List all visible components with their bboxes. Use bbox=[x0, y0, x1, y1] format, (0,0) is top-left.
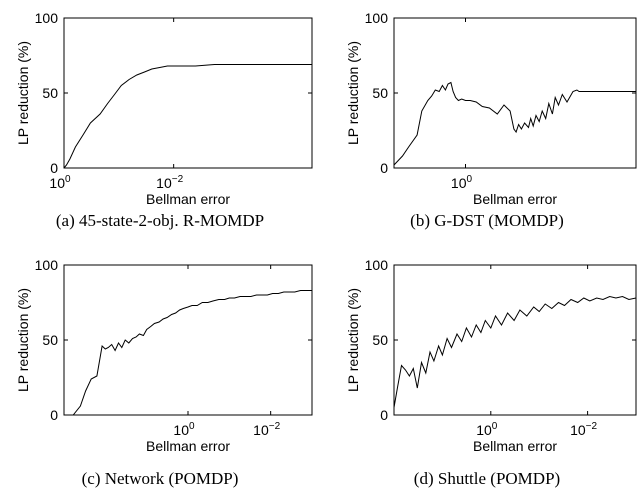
series-line-1 bbox=[393, 81, 636, 166]
y-tick-label: 100 bbox=[365, 10, 389, 26]
y-tick-label: 0 bbox=[50, 407, 58, 423]
x-tick-label: 100 bbox=[173, 421, 195, 438]
y-axis-label: LP reduction (%) bbox=[345, 288, 361, 392]
x-tick-label: 100 bbox=[49, 174, 71, 191]
y-tick-label: 50 bbox=[42, 332, 58, 348]
series-line-1 bbox=[64, 290, 312, 416]
plot-frame bbox=[63, 264, 313, 416]
x-tick-label: 10−2 bbox=[570, 421, 597, 438]
y-tick-label: 100 bbox=[35, 257, 59, 273]
panel-caption: (b) G-DST (MOMDP) bbox=[410, 211, 564, 230]
y-tick-label: 0 bbox=[380, 160, 388, 176]
y-tick-label: 100 bbox=[365, 257, 389, 273]
y-tick-label: 0 bbox=[50, 160, 58, 176]
y-axis-label: LP reduction (%) bbox=[15, 288, 31, 392]
y-tick-label: 50 bbox=[372, 332, 388, 348]
y-tick-label: 100 bbox=[35, 10, 59, 26]
y-tick-label: 50 bbox=[42, 85, 58, 101]
plot-frame bbox=[393, 264, 637, 416]
x-axis-label: Bellman error bbox=[473, 191, 557, 207]
series-line-1 bbox=[63, 64, 312, 169]
panel-caption: (c) Network (POMDP) bbox=[82, 469, 239, 488]
y-axis-label: LP reduction (%) bbox=[15, 41, 31, 145]
x-axis-label: Bellman error bbox=[146, 438, 230, 454]
x-axis-label: Bellman error bbox=[146, 191, 230, 207]
x-tick-label: 100 bbox=[476, 421, 498, 438]
series-line-1 bbox=[393, 295, 637, 408]
y-tick-label: 0 bbox=[380, 407, 388, 423]
panel-caption: (d) Shuttle (POMDP) bbox=[414, 469, 560, 488]
x-tick-label: 10−2 bbox=[156, 174, 183, 191]
plot-frame bbox=[393, 17, 637, 169]
y-axis-label: LP reduction (%) bbox=[345, 41, 361, 145]
chart-panel-3: 0 50 100 100 10−2 Bellman error LP reduction (… bbox=[15, 257, 313, 488]
y-tick-label: 50 bbox=[372, 85, 388, 101]
plot-frame bbox=[63, 17, 313, 169]
panel-caption: (a) 45-state-2-obj. R-MOMDP bbox=[56, 211, 264, 230]
x-tick-label: 10−2 bbox=[253, 421, 280, 438]
x-tick-label: 100 bbox=[451, 174, 473, 191]
x-axis-label: Bellman error bbox=[473, 438, 557, 454]
chart-panel-4: 0 50 100 100 10−2 Bellman error LP reduction (… bbox=[345, 257, 637, 488]
